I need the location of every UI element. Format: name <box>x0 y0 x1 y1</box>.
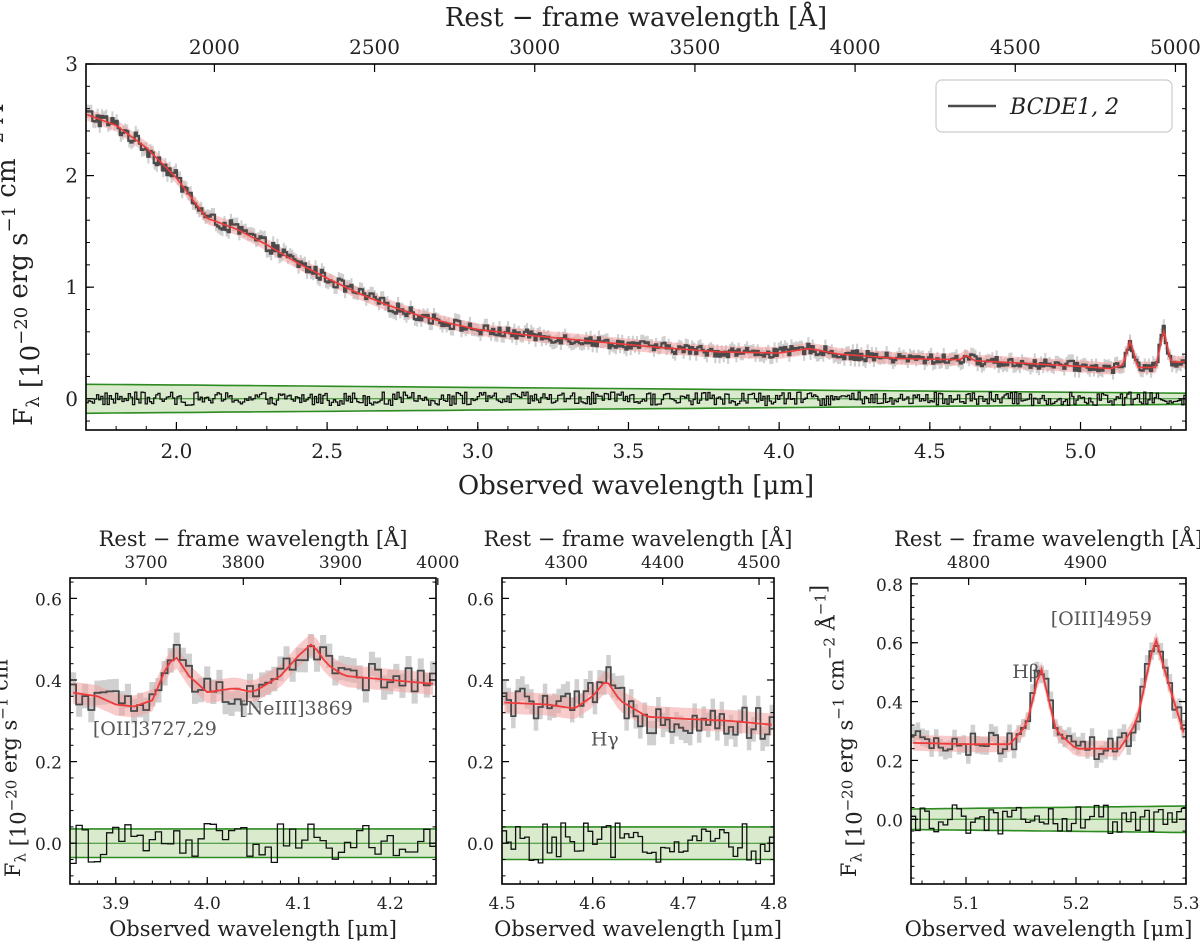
x-tick-label: 4.0 <box>194 894 221 914</box>
residual-line <box>911 804 1186 835</box>
x-tick-label: 3.5 <box>613 439 645 463</box>
y-axis-label: Fλ [10−20 erg s−1 cm−2 Å−1] <box>0 585 30 877</box>
top-axis-title: Rest − frame wavelength [Å] <box>894 526 1200 551</box>
x-tick-label: 2.0 <box>161 439 193 463</box>
y-axis-label: Fλ [10−20 erg s−1 cm−2 Å−1] <box>806 585 866 877</box>
plot-area <box>502 655 774 865</box>
top-axis-title: Rest − frame wavelength [Å] <box>445 1 827 33</box>
model-fit-line <box>913 637 1185 750</box>
top-axis-title: Rest − frame wavelength [Å] <box>484 526 793 551</box>
residual-line <box>70 823 436 865</box>
axes-frame <box>85 63 1187 431</box>
x-tick-label: 4.5 <box>914 439 946 463</box>
y-tick-label: 0.0 <box>876 811 903 831</box>
residual-line <box>502 822 774 865</box>
x-axis-title: Observed wavelength [μm] <box>109 917 397 941</box>
top-tick-label: 4500 <box>990 35 1041 59</box>
legend-label: BCDE1, 2 <box>1009 95 1119 120</box>
y-tick-label: 0.8 <box>876 576 903 596</box>
axes-frame <box>910 577 1187 885</box>
model-fit-line <box>504 681 772 726</box>
top-tick-label: 3000 <box>509 35 560 59</box>
residual-line <box>86 391 1186 407</box>
data-spectrum-line <box>502 666 774 740</box>
legend-box <box>935 79 1173 133</box>
y-axis-label: Fλ [10−20 erg s−1 cm−2 Å−1] <box>0 68 46 426</box>
top-tick-label: 4500 <box>737 553 780 573</box>
main-panel: 2.0 2.5 3.0 3.5 4.0 4.5 5.0 0 1 2 3 2000 2500 3000 350… <box>0 1 1200 501</box>
top-tick-label: 3700 <box>124 553 167 573</box>
line-annotation: [OIII]4959 <box>1051 608 1152 630</box>
x-tick-label: 2.5 <box>311 439 343 463</box>
axes-frame <box>501 577 775 885</box>
y-tick-label: 0.0 <box>35 835 62 855</box>
plot-area <box>86 104 1186 415</box>
x-tick-label: 4.6 <box>579 894 606 914</box>
top-tick-label: 4400 <box>641 553 684 573</box>
y-tick-label: 0.2 <box>467 754 494 774</box>
line-annotation: [OII]3727,29 <box>93 718 217 740</box>
y-tick-label: 0.4 <box>876 694 903 714</box>
x-axis-title: Observed wavelength [μm] <box>494 917 782 941</box>
top-tick-label: 5000 <box>1150 35 1200 59</box>
model-uncertainty-band <box>87 108 1185 375</box>
line-annotation: [NeIII]3869 <box>239 698 353 720</box>
x-tick-label: 3.0 <box>462 439 494 463</box>
model-fit-line <box>86 113 1185 370</box>
x-axis-title: Observed wavelength [μm] <box>905 917 1193 941</box>
top-tick-label: 2500 <box>349 35 400 59</box>
oii-neiii-panel: 3.9 4.0 4.1 4.2 0.0 0.2 0.4 0.6 3700 3800 3900 4000… <box>0 526 459 941</box>
y-tick-label: 0.6 <box>35 590 62 610</box>
x-tick-label: 5.0 <box>1065 439 1097 463</box>
hgamma-panel: 4.5 4.6 4.7 4.8 0.0 0.2 0.4 0.6 4300 4400 4500 Obse… <box>467 526 792 941</box>
x-tick-label: 5.2 <box>1062 894 1089 914</box>
data-uncertainty-band <box>70 632 436 724</box>
x-tick-label: 5.1 <box>952 894 979 914</box>
top-tick-label: 4900 <box>1064 553 1107 573</box>
top-tick-label: 3900 <box>319 553 362 573</box>
top-axis-title: Rest − frame wavelength [Å] <box>99 526 408 551</box>
y-tick-label: 0.4 <box>467 672 494 692</box>
x-tick-label: 4.8 <box>760 894 787 914</box>
x-tick-label: 4.7 <box>670 894 697 914</box>
y-tick-label: 0 <box>65 387 78 411</box>
line-annotation: Hβ <box>1012 661 1040 683</box>
x-tick-label: 4.2 <box>377 894 404 914</box>
error-band-upper-edge <box>86 383 1186 394</box>
line-annotation: Hγ <box>591 728 619 750</box>
top-tick-label: 2000 <box>189 35 240 59</box>
x-tick-label: 4.1 <box>285 894 312 914</box>
top-tick-label: 4300 <box>545 553 588 573</box>
y-tick-label: 0.2 <box>35 754 62 774</box>
y-tick-label: 2 <box>65 164 78 188</box>
y-tick-label: 0.6 <box>876 635 903 655</box>
model-uncertainty-band <box>73 633 433 718</box>
top-tick-label: 4000 <box>830 35 881 59</box>
plot-area <box>911 632 1186 835</box>
top-tick-label: 3500 <box>669 35 720 59</box>
axes-frame <box>69 577 437 885</box>
hbeta-oiii-panel: 5.1 5.2 5.3 0.0 0.2 0.4 0.6 0.8 4800 4900 Observed… <box>806 526 1200 941</box>
y-tick-label: 1 <box>65 275 78 299</box>
model-fit-line <box>72 643 434 708</box>
x-tick-label: 5.3 <box>1172 894 1199 914</box>
x-tick-label: 4.5 <box>488 894 515 914</box>
x-tick-label: 3.9 <box>102 894 129 914</box>
top-tick-label: 3800 <box>222 553 265 573</box>
y-tick-label: 0.6 <box>467 590 494 610</box>
error-band-lower-edge <box>86 403 1186 415</box>
top-tick-label: 4800 <box>947 553 990 573</box>
x-axis-title: Observed wavelength [μm] <box>458 471 814 501</box>
y-tick-label: 3 <box>65 52 78 76</box>
plot-area <box>70 632 436 865</box>
x-tick-label: 4.0 <box>763 439 795 463</box>
y-tick-label: 0.4 <box>35 672 62 692</box>
y-tick-label: 0.2 <box>876 752 903 772</box>
top-tick-label: 4000 <box>416 553 459 573</box>
error-band-lower-edge <box>911 828 1186 834</box>
legend: BCDE1, 2 <box>935 79 1173 133</box>
y-tick-label: 0.0 <box>467 835 494 855</box>
